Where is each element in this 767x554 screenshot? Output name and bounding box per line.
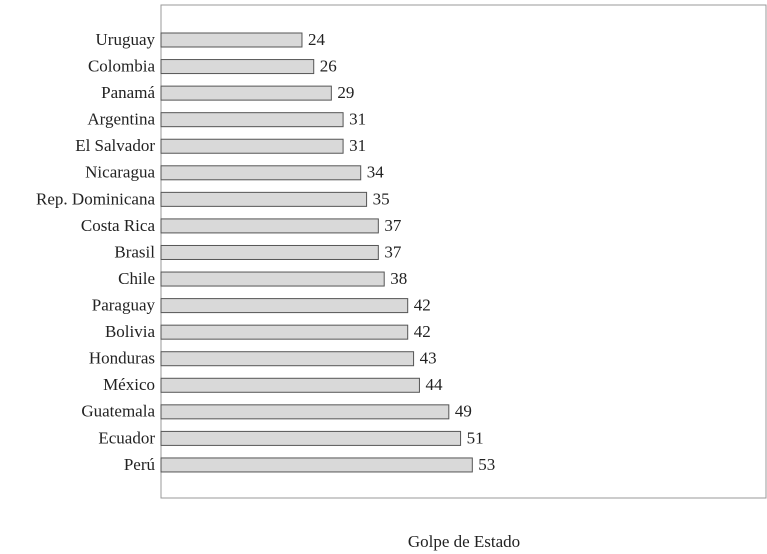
value-label: 24 [308,30,326,49]
bar [160,112,344,128]
value-label: 53 [478,455,495,474]
bar [160,32,303,48]
value-label: 43 [420,349,437,368]
value-label: 42 [414,322,431,341]
y-tick-label: Honduras [89,349,155,368]
value-label: 37 [384,242,402,261]
bar [160,430,462,446]
y-tick-label: Argentina [87,110,155,129]
value-label: 37 [384,216,402,235]
y-tick-label: Guatemala [81,402,155,421]
y-tick-label: Brasil [114,242,155,261]
bar [160,191,368,207]
bar [160,324,409,340]
value-label: 35 [373,189,390,208]
value-label: 31 [349,136,366,155]
bar [160,218,379,234]
bar [160,59,315,75]
value-label: 44 [425,375,443,394]
y-tick-label: Panamá [101,83,155,102]
y-tick-label: Nicaragua [85,163,155,182]
y-tick-label: Rep. Dominicana [36,189,155,208]
bar [160,377,420,393]
value-label: 38 [390,269,407,288]
y-tick-label: Uruguay [96,30,156,49]
y-tick-label: Perú [124,455,156,474]
bar [160,165,362,181]
y-tick-label: Ecuador [98,428,155,447]
y-tick-label: Paraguay [92,296,156,315]
y-tick-label: México [103,375,155,394]
y-tick-label: Costa Rica [81,216,156,235]
value-label: 34 [367,163,385,182]
bar [160,404,450,420]
bar [160,85,332,101]
bar [160,138,344,154]
value-label: 42 [414,296,431,315]
value-label: 51 [467,428,484,447]
value-label: 49 [455,402,472,421]
y-tick-label: Colombia [88,56,156,75]
bar [160,271,385,287]
bar [160,298,409,314]
value-label: 29 [337,83,354,102]
bar [160,244,379,260]
y-tick-label: Bolivia [105,322,156,341]
value-label: 26 [320,56,337,75]
value-label: 31 [349,110,366,129]
y-tick-label: Chile [118,269,155,288]
bar [160,457,473,473]
bar [160,351,415,367]
y-tick-label: El Salvador [75,136,155,155]
x-axis-label: Golpe de Estado [408,532,520,551]
